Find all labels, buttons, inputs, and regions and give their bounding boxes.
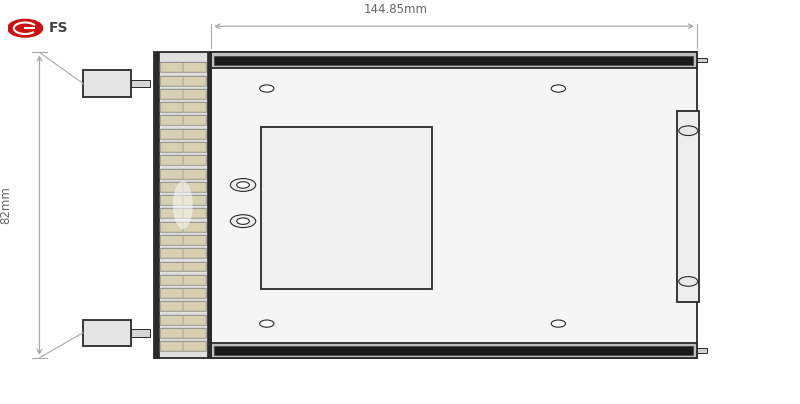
Bar [697,58,706,62]
Bar [160,182,183,192]
Bar [160,142,206,152]
Bar [160,155,183,165]
Bar [160,301,183,311]
Bar [183,301,206,311]
Bar [160,328,206,338]
Bar [210,53,697,358]
Bar [160,142,183,152]
Bar [697,348,706,353]
Bar [214,56,693,65]
Bar [183,76,206,86]
Bar [83,70,130,97]
Bar [160,155,206,165]
Bar [160,222,206,231]
Circle shape [260,85,274,92]
Bar [160,208,206,218]
Circle shape [551,85,566,92]
Bar [160,235,183,245]
Bar [677,111,699,301]
Bar [262,127,431,289]
Bar [160,328,183,338]
Bar [183,155,206,165]
Bar [210,53,697,67]
Bar [160,235,206,245]
Bar [154,53,159,358]
Bar [160,168,183,179]
Bar [183,235,206,245]
Bar [160,102,206,112]
Text: 144.85mm: 144.85mm [364,3,428,16]
Bar [160,208,183,218]
Bar [160,168,206,179]
Bar [130,80,150,87]
Bar [183,288,206,298]
Bar [183,168,206,179]
Circle shape [237,182,250,188]
Bar [183,248,206,258]
Bar [160,275,183,285]
Bar [183,315,206,324]
Circle shape [230,179,256,191]
Bar [154,53,211,358]
Bar [183,275,206,285]
Bar [183,129,206,139]
Bar [160,288,206,298]
Bar [160,89,183,99]
Bar [183,261,206,271]
Bar [160,315,183,324]
Circle shape [8,19,42,37]
Bar [183,208,206,218]
Bar [183,182,206,192]
Bar [160,102,183,112]
Bar [160,248,206,258]
Bar [160,301,206,311]
Circle shape [230,215,256,227]
Bar [210,343,697,358]
Circle shape [237,218,250,224]
Bar [160,315,206,324]
Bar [206,53,211,358]
Bar [160,116,183,125]
Circle shape [678,126,698,135]
Bar [160,195,183,205]
Circle shape [678,277,698,286]
Bar [183,195,206,205]
Bar [160,76,183,86]
Bar [183,102,206,112]
Bar [183,328,206,338]
Bar [183,62,206,72]
Text: 82mm: 82mm [0,186,13,224]
Bar [160,341,183,351]
Bar [83,320,130,346]
Bar [160,62,183,72]
Bar [160,129,206,139]
Bar [160,195,206,205]
Bar [183,116,206,125]
Bar [183,89,206,99]
Bar [160,76,206,86]
Bar [160,248,183,258]
Bar [130,329,150,337]
Bar [183,142,206,152]
Bar [160,222,183,231]
Circle shape [260,320,274,327]
Bar [160,261,183,271]
Bar [160,288,183,298]
Bar [160,129,183,139]
Bar [214,346,693,356]
Bar [183,222,206,231]
Bar [160,341,206,351]
Circle shape [551,320,566,327]
Bar [160,89,206,99]
Text: FS: FS [49,21,69,35]
Bar [160,275,206,285]
Bar [183,341,206,351]
Bar [160,62,206,72]
Bar [160,182,206,192]
Bar [160,261,206,271]
Ellipse shape [173,181,193,229]
Bar [160,116,206,125]
